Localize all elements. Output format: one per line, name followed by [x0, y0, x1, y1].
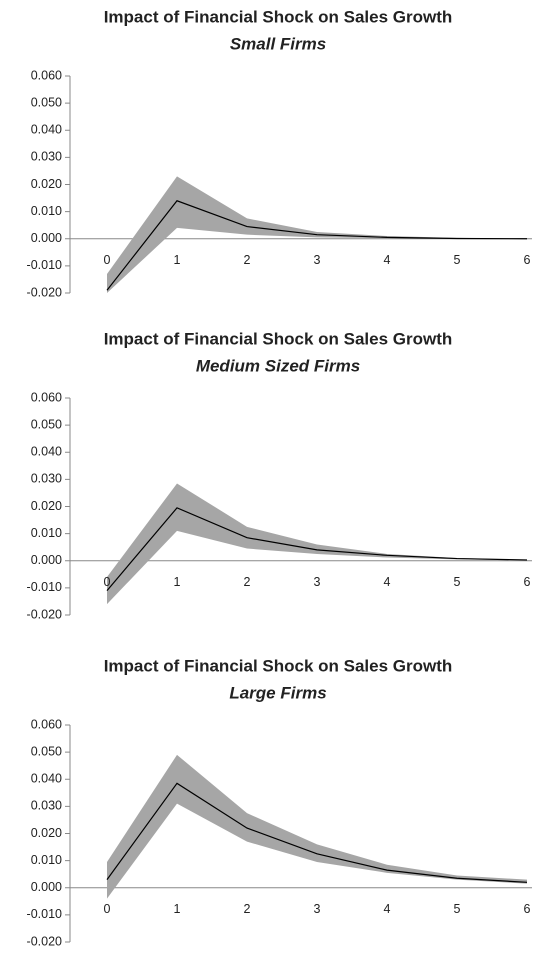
y-tick-label: 0.030: [31, 472, 62, 486]
chart-subtitle: Small Firms: [230, 34, 326, 53]
chart-title: Impact of Financial Shock on Sales Growt…: [104, 329, 453, 348]
x-tick-label: 6: [524, 902, 531, 916]
x-tick-label: 1: [174, 902, 181, 916]
x-tick-label: 1: [174, 253, 181, 267]
y-tick-label: 0.040: [31, 772, 62, 786]
confidence-band: [107, 483, 527, 605]
chart-subtitle: Medium Sized Firms: [196, 356, 360, 375]
x-tick-label: 3: [314, 575, 321, 589]
y-tick-label: -0.010: [27, 580, 62, 594]
x-tick-label: 2: [244, 575, 251, 589]
y-tick-label: 0.030: [31, 799, 62, 813]
chart: Impact of Financial Shock on Sales Growt…: [27, 329, 532, 621]
y-tick-label: 0.060: [31, 717, 62, 731]
x-tick-label: 6: [524, 253, 531, 267]
y-tick-label: 0.020: [31, 177, 62, 191]
chart: Impact of Financial Shock on Sales Growt…: [27, 7, 532, 299]
chart-title: Impact of Financial Shock on Sales Growt…: [104, 7, 453, 26]
y-tick-label: 0.010: [31, 526, 62, 540]
y-tick-label: 0.030: [31, 150, 62, 164]
x-tick-label: 0: [104, 253, 111, 267]
y-tick-label: 0.050: [31, 95, 62, 109]
line: [106, 507, 528, 591]
x-tick-label: 3: [314, 902, 321, 916]
x-tick-label: 2: [244, 902, 251, 916]
y-tick-label: 0.050: [31, 744, 62, 758]
y-tick-label: -0.010: [27, 258, 62, 272]
y-tick-label: -0.020: [27, 285, 62, 299]
y-tick-label: 0.060: [31, 390, 62, 404]
y-tick-label: 0.020: [31, 499, 62, 513]
y-tick-label: 0.010: [31, 204, 62, 218]
x-tick-label: 4: [384, 902, 391, 916]
y-tick-label: 0.000: [31, 231, 62, 245]
chart-subtitle: Large Firms: [229, 683, 326, 702]
confidence-band: [107, 754, 527, 899]
y-tick-label: 0.050: [31, 417, 62, 431]
x-tick-label: 6: [524, 575, 531, 589]
x-tick-label: 3: [314, 253, 321, 267]
y-tick-label: 0.040: [31, 445, 62, 459]
x-tick-label: 2: [244, 253, 251, 267]
x-tick-label: 0: [104, 575, 111, 589]
y-tick-label: -0.010: [27, 907, 62, 921]
x-tick-label: 4: [384, 575, 391, 589]
x-tick-label: 5: [454, 575, 461, 589]
line: [106, 200, 528, 291]
y-tick-label: 0.040: [31, 123, 62, 137]
x-tick-label: 1: [174, 575, 181, 589]
x-tick-label: 5: [454, 902, 461, 916]
y-tick-label: 0.020: [31, 826, 62, 840]
y-tick-label: 0.000: [31, 553, 62, 567]
chart-title: Impact of Financial Shock on Sales Growt…: [104, 656, 453, 675]
y-tick-label: 0.010: [31, 853, 62, 867]
x-tick-label: 4: [384, 253, 391, 267]
x-tick-label: 0: [104, 902, 111, 916]
y-tick-label: -0.020: [27, 607, 62, 621]
y-tick-label: 0.000: [31, 880, 62, 894]
chart: Impact of Financial Shock on Sales Growt…: [27, 656, 532, 948]
x-tick-label: 5: [454, 253, 461, 267]
line: [106, 782, 528, 883]
y-tick-label: -0.020: [27, 934, 62, 948]
y-tick-label: 0.060: [31, 68, 62, 82]
